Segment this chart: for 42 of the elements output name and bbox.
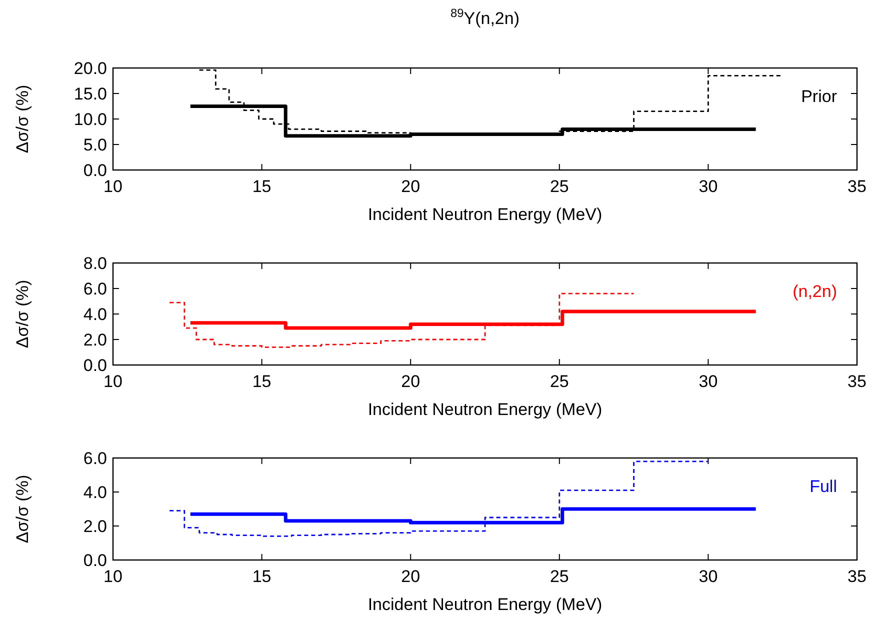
x-tick-label: 10 bbox=[104, 372, 122, 391]
y-tick-label: 4.0 bbox=[83, 483, 107, 502]
x-tick-label: 35 bbox=[848, 177, 866, 196]
x-axis-title: Incident Neutron Energy (MeV) bbox=[368, 400, 602, 419]
x-axis-title: Incident Neutron Energy (MeV) bbox=[368, 595, 602, 614]
x-tick-label: 10 bbox=[104, 567, 122, 586]
y-tick-label: 6.0 bbox=[83, 280, 107, 298]
x-tick-label: 30 bbox=[698, 372, 718, 391]
y-axis-title: Δσ/σ (%) bbox=[13, 84, 32, 154]
y-tick-label: 15.0 bbox=[74, 84, 107, 104]
x-tick-label: 25 bbox=[550, 567, 569, 586]
x-tick-label: 10 bbox=[104, 177, 122, 196]
y-tick-label: 8.0 bbox=[83, 254, 107, 273]
chart-title: $^{89}$Y(n,2n) bbox=[450, 6, 520, 28]
x-tick-label: 20 bbox=[401, 567, 420, 586]
x-tick-label: 30 bbox=[698, 567, 718, 586]
x-tick-label: 25 bbox=[550, 372, 569, 391]
annotation: Prior bbox=[801, 87, 838, 106]
x-tick-label: 20 bbox=[401, 372, 420, 391]
y-tick-label: 2.0 bbox=[83, 330, 107, 350]
x-tick-label: 30 bbox=[698, 177, 718, 196]
y-tick-label: 10.0 bbox=[74, 110, 107, 129]
x-axis-title: Incident Neutron Energy (MeV) bbox=[368, 205, 602, 224]
x-tick-label: 15 bbox=[252, 567, 272, 586]
y-tick-label: 4.0 bbox=[83, 305, 107, 324]
y-tick-label: 20.0 bbox=[74, 59, 107, 78]
x-tick-label: 25 bbox=[550, 177, 569, 196]
y-tick-label: 0.0 bbox=[83, 356, 107, 375]
y-axis-title: Δσ/σ (%) bbox=[13, 474, 32, 544]
x-tick-label: 35 bbox=[848, 372, 866, 391]
y-tick-label: 5.0 bbox=[83, 136, 107, 154]
y-tick-label: 2.0 bbox=[83, 517, 107, 536]
y-tick-label: 0.0 bbox=[83, 551, 107, 570]
x-tick-label: 35 bbox=[848, 567, 866, 586]
y-tick-label: 6.0 bbox=[83, 449, 107, 468]
annotation: (n,2n) bbox=[792, 282, 837, 301]
y-tick-label: 0.0 bbox=[83, 161, 107, 180]
annotation: Full bbox=[810, 477, 837, 496]
x-tick-label: 20 bbox=[401, 177, 420, 196]
x-tick-label: 15 bbox=[252, 177, 272, 196]
x-tick-label: 15 bbox=[252, 372, 272, 391]
y-axis-title: Δσ/σ (%) bbox=[13, 280, 32, 348]
